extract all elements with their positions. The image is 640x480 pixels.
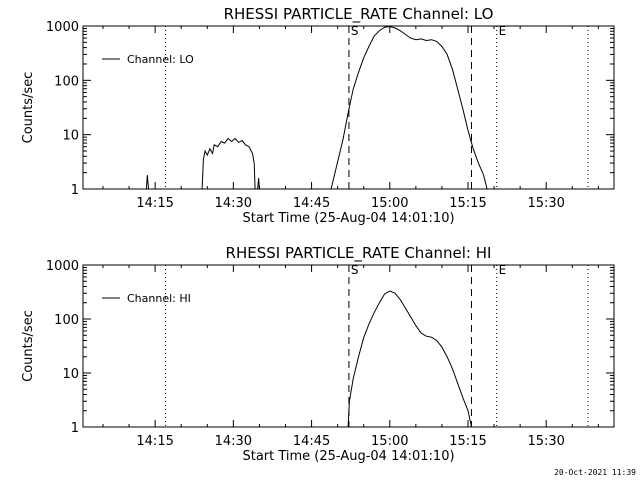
y-tick-label: 100 (54, 313, 79, 328)
marker-label: S (351, 263, 359, 277)
marker-label: E (499, 263, 507, 277)
series-line (201, 137, 256, 190)
y-tick-label: 10 (62, 367, 79, 382)
chart-panel-1: RHESSI PARTICLE_RATE Channel: LO 14:15 14:… (21, 5, 615, 226)
x-tick-label: 15:15 (449, 196, 486, 211)
chart-title: RHESSI PARTICLE_RATE Channel: HI (226, 244, 492, 263)
series-line (145, 175, 150, 190)
y-axis-label: Counts/sec (21, 310, 36, 382)
x-tick-label: 14:30 (215, 434, 252, 449)
timestamp: 20-Oct-2021 11:39 (554, 468, 636, 477)
legend-entry: Channel: HI (127, 292, 191, 305)
y-tick-label: 1 (71, 183, 79, 198)
x-tick-label: 15:00 (371, 434, 408, 449)
x-tick-label: 15:15 (449, 434, 486, 449)
series-line (330, 25, 488, 190)
chart-title: RHESSI PARTICLE_RATE Channel: LO (224, 5, 494, 24)
x-tick-label: 15:00 (371, 196, 408, 211)
legend-entry: Channel: LO (127, 53, 194, 66)
y-tick-label: 100 (54, 74, 79, 89)
x-tick-label: 14:15 (136, 196, 173, 211)
x-tick-label: 14:45 (293, 434, 330, 449)
y-axis-label: Counts/sec (21, 72, 36, 144)
y-tick-label: 1000 (46, 20, 79, 35)
x-tick-label: 15:30 (527, 434, 564, 449)
y-tick-label: 1 (71, 421, 79, 436)
x-axis-label: Start Time (25-Aug-04 14:01:10) (242, 449, 454, 464)
x-tick-label: 15:30 (527, 196, 564, 211)
marker-label: E (499, 24, 507, 38)
x-axis-label: Start Time (25-Aug-04 14:01:10) (242, 211, 454, 226)
series-line (347, 290, 472, 428)
x-tick-label: 14:15 (136, 434, 173, 449)
x-tick-label: 14:30 (215, 196, 252, 211)
y-tick-label: 10 (62, 129, 79, 144)
x-tick-label: 14:45 (293, 196, 330, 211)
y-tick-label: 1000 (46, 259, 79, 274)
marker-label: S (351, 24, 359, 38)
series-line (257, 177, 260, 190)
chart-panel-2: RHESSI PARTICLE_RATE Channel: HI 14:15 14:… (21, 244, 615, 464)
